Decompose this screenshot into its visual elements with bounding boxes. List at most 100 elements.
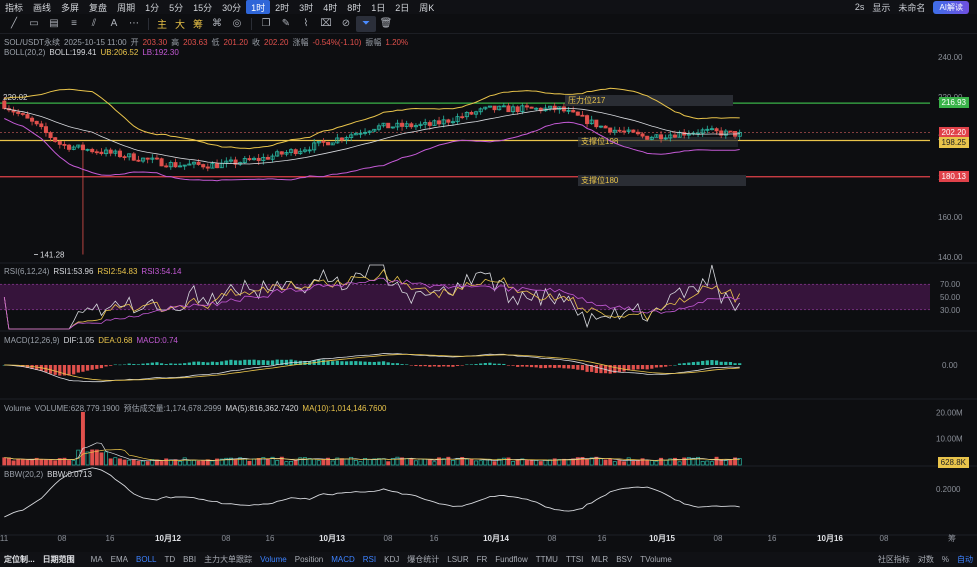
display-button[interactable]: 显示 xyxy=(872,2,891,13)
brush-icon[interactable]: ⌇ xyxy=(303,18,309,29)
filter-icon[interactable]: ⏷ xyxy=(356,15,376,32)
toolbar-item-10[interactable]: 2时 xyxy=(275,2,290,13)
toolbar-item-16[interactable]: 周K xyxy=(419,2,435,13)
indicator-tab-volume[interactable]: Volume xyxy=(260,555,287,564)
bottom-right-3[interactable]: 自动 xyxy=(957,555,973,564)
fib-tool-icon[interactable]: ≡ xyxy=(71,18,77,29)
more-tools-icon[interactable]: ⋯ xyxy=(129,18,139,29)
indicator-tab-ma[interactable]: MA xyxy=(90,555,103,564)
indicator-tab-ttsi[interactable]: TTSI xyxy=(565,555,584,564)
indicator-tab-fr[interactable]: FR xyxy=(476,555,488,564)
toolbar-item-7[interactable]: 15分 xyxy=(193,2,213,13)
macd-histogram-bar xyxy=(400,364,404,365)
bottom-right-1[interactable]: 对数 xyxy=(917,555,934,564)
line-tool-icon[interactable]: ╱ xyxy=(10,18,18,29)
indicator-tab-主力大单跟踪[interactable]: 主力大单跟踪 xyxy=(204,555,253,564)
volume-bar xyxy=(437,457,442,466)
indicator-tab-macd[interactable]: MACD xyxy=(331,555,355,564)
macd-histogram-bar xyxy=(321,359,326,365)
indicator-tab-kdj[interactable]: KDJ xyxy=(384,555,400,564)
chart-area[interactable]: 240.00220.00200.00180.00160.00140.00压力位2… xyxy=(0,35,977,547)
volume-bar xyxy=(215,458,220,466)
indicator-tab-ttmu[interactable]: TTMU xyxy=(535,555,558,564)
amplitude-value: 1.20% xyxy=(385,38,409,47)
main-chip[interactable]: 主 xyxy=(157,20,167,31)
camera-icon[interactable]: ◎ xyxy=(232,18,242,29)
candle-body xyxy=(497,105,502,111)
toolbar-item-3[interactable]: 复盘 xyxy=(89,2,108,13)
toolbar-item-14[interactable]: 1日 xyxy=(371,2,386,13)
volume-bar xyxy=(330,460,335,466)
macd-histogram-bar xyxy=(636,365,640,370)
eye-icon[interactable]: ⊘ xyxy=(341,18,351,29)
volume-bar xyxy=(686,457,691,466)
lock-icon[interactable]: ⌧ xyxy=(320,18,332,29)
bbw-tick-label: 0.2000 xyxy=(936,485,961,494)
toolbar-item-5[interactable]: 1分 xyxy=(145,2,160,13)
layout-tool-icon[interactable]: ▤ xyxy=(49,18,59,29)
candle-body xyxy=(150,157,155,160)
indicator-tab-td[interactable]: TD xyxy=(164,555,176,564)
indicator-tab-position[interactable]: Position xyxy=(294,555,324,564)
macd-name[interactable]: MACD(12,26,9) xyxy=(4,336,60,345)
toolbar-item-15[interactable]: 2日 xyxy=(395,2,410,13)
candle-body xyxy=(386,122,391,129)
indicator-tab-ema[interactable]: EMA xyxy=(110,555,129,564)
workspace-button[interactable]: 未命名 xyxy=(898,2,926,13)
volume-bar xyxy=(261,457,266,466)
rsi1-line xyxy=(3,264,741,330)
rectangle-tool-icon[interactable]: ▭ xyxy=(29,18,39,29)
chart-canvas[interactable]: 240.00220.00200.00180.00160.00140.00压力位2… xyxy=(0,35,977,547)
toolbar-item-13[interactable]: 8时 xyxy=(347,2,362,13)
toolbar-item-4[interactable]: 周期 xyxy=(117,2,136,13)
indicator-tab-bbi[interactable]: BBI xyxy=(183,555,197,564)
indicator-tab-bsv[interactable]: BSV xyxy=(616,555,633,564)
boll-mid-line xyxy=(4,107,740,165)
indicator-tab-rsi[interactable]: RSI xyxy=(362,555,377,564)
macd-histogram-bar xyxy=(354,361,358,365)
bottom-right-2[interactable]: % xyxy=(941,555,949,564)
macd-histogram-bar xyxy=(525,365,529,367)
toolbar-item-2[interactable]: 多屏 xyxy=(61,2,80,13)
copy-icon[interactable]: ❐ xyxy=(261,18,271,29)
indicator-tab-fundflow[interactable]: Fundflow xyxy=(495,555,528,564)
indicator-tab-lsur[interactable]: LSUR xyxy=(447,555,469,564)
toolbar-item-9[interactable]: 1时 xyxy=(246,0,271,14)
volume-bar xyxy=(501,457,506,466)
indicator-tab-mlr[interactable]: MLR xyxy=(591,555,609,564)
trash-icon[interactable]: 🗑 xyxy=(379,18,393,29)
toolbar-item-11[interactable]: 3时 xyxy=(299,2,314,13)
rsi-name[interactable]: RSI(6,12,24) xyxy=(4,267,50,276)
toolbar-item-1[interactable]: 画线 xyxy=(33,2,52,13)
candle-body xyxy=(580,114,585,117)
text-tool-icon[interactable]: A xyxy=(110,18,118,29)
bottom-left-1[interactable]: 日期范围 xyxy=(42,555,75,564)
volume-bar xyxy=(506,457,511,466)
bottom-left-0[interactable]: 定位制... xyxy=(4,555,35,564)
volume-bar xyxy=(446,456,451,466)
pen-icon[interactable]: ✎ xyxy=(281,18,291,29)
magnet-icon[interactable]: ⌘ xyxy=(212,18,222,29)
bbw-name[interactable]: BBW(20,2) xyxy=(4,470,44,479)
indicator-tab-tvolume[interactable]: TVolume xyxy=(640,555,672,564)
volume-bar xyxy=(302,457,307,466)
boll-name[interactable]: BOLL(20,2) xyxy=(4,48,46,57)
volume-name[interactable]: Volume xyxy=(4,404,31,413)
macd-histogram-bar xyxy=(220,361,224,365)
volume-bar xyxy=(178,461,183,466)
chips-chip[interactable]: 筹 xyxy=(193,20,203,31)
toolbar-item-6[interactable]: 5分 xyxy=(169,2,184,13)
indicator-tab-boll[interactable]: BOLL xyxy=(136,555,157,564)
toolbar-item-12[interactable]: 4时 xyxy=(323,2,338,13)
indicator-tab-爆仓统计[interactable]: 爆仓统计 xyxy=(407,555,440,564)
large-chip[interactable]: 大 xyxy=(175,20,185,31)
toolbar-item-8[interactable]: 30分 xyxy=(222,2,242,13)
bottom-right-0[interactable]: 社区指标 xyxy=(877,555,910,564)
candle-body xyxy=(242,158,247,163)
candle-body xyxy=(154,157,159,160)
volume-bar xyxy=(622,461,627,466)
indicator-tool-icon[interactable]: ⫽ xyxy=(91,18,97,29)
volume-bar xyxy=(483,459,488,466)
toolbar-item-0[interactable]: 指标 xyxy=(5,2,24,13)
ai-button[interactable]: AI解读 xyxy=(933,0,969,14)
